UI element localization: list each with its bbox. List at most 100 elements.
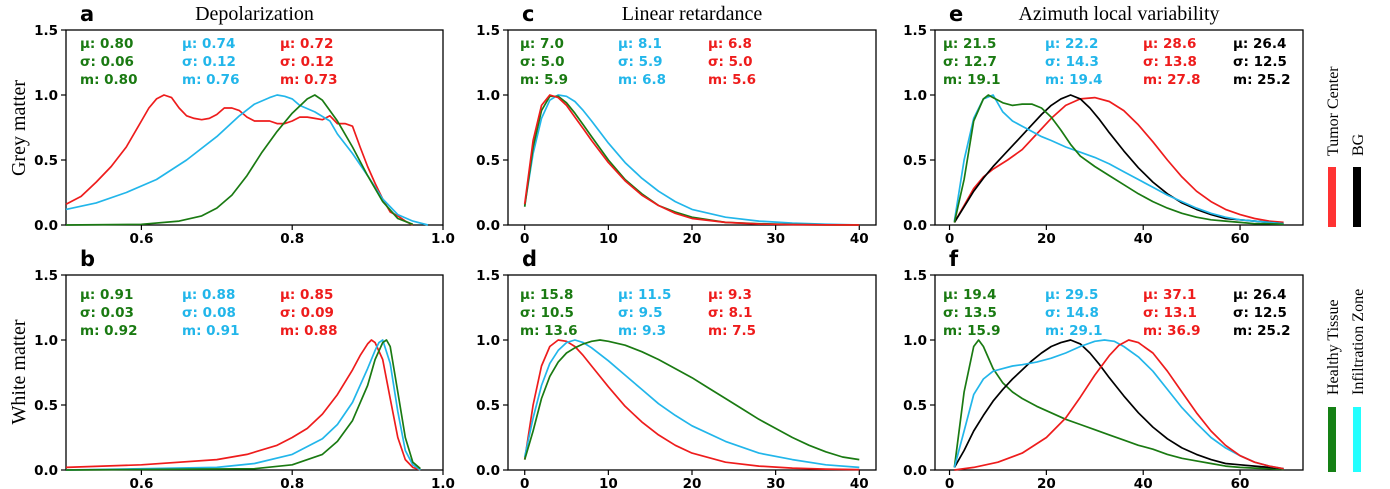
stat-mu-c-green: μ: 7.0 — [520, 36, 564, 52]
series-line-d-blue — [523, 339, 860, 469]
panel-letter-a: a — [80, 2, 94, 26]
stat-sigma-a-red: σ: 0.12 — [280, 54, 334, 70]
stat-sigma-e-green: σ: 12.7 — [943, 54, 997, 70]
xtick-label-c: 20 — [683, 231, 702, 247]
xtick-label-a: 1.0 — [431, 231, 455, 247]
stat-m-d-red: m: 7.5 — [708, 323, 756, 339]
stat-mu-b-green: μ: 0.91 — [80, 287, 133, 303]
series-line-b-red — [65, 339, 421, 471]
series-line-d-red — [523, 339, 860, 471]
ytick-label-f: 0.0 — [903, 463, 927, 479]
xtick-label-e: 20 — [1037, 231, 1056, 247]
ytick-label-c: 0.0 — [476, 218, 500, 234]
stat-sigma-d-blue: σ: 9.5 — [618, 305, 663, 321]
xtick-label-e: 40 — [1134, 231, 1153, 247]
xtick-label-d: 0 — [520, 476, 529, 489]
series-line-e-red — [953, 96, 1284, 224]
stat-mu-e-green: μ: 21.5 — [943, 36, 996, 52]
stat-m-f-red: m: 36.9 — [1143, 323, 1200, 339]
series-line-a-red — [65, 94, 414, 226]
legend-swatch-healthy-tissue — [1328, 407, 1336, 472]
xtick-label-c: 0 — [520, 231, 529, 247]
ytick-label-e: 1.0 — [903, 88, 927, 104]
xtick-label-d: 30 — [766, 476, 785, 489]
legend-swatch-infiltration-zone — [1353, 407, 1361, 472]
ytick-label-b: 0.5 — [34, 398, 58, 414]
stat-sigma-b-green: σ: 0.03 — [80, 305, 134, 321]
stat-sigma-c-blue: σ: 5.9 — [618, 54, 663, 70]
series-line-c-green — [523, 95, 860, 226]
panel-letter-c: c — [522, 2, 534, 26]
stat-m-c-red: m: 5.6 — [708, 72, 756, 88]
series-line-d-green — [523, 339, 860, 461]
legend-label-healthy-tissue: Healthy Tissue — [1325, 299, 1342, 395]
stat-mu-e-black: μ: 26.4 — [1233, 36, 1286, 52]
axes-frame-b — [65, 274, 444, 471]
xtick-label-c: 30 — [766, 231, 785, 247]
panel-letter-f: f — [949, 247, 959, 271]
ytick-label-d: 0.5 — [476, 398, 500, 414]
ytick-label-c: 0.5 — [476, 153, 500, 169]
stat-m-b-blue: m: 0.91 — [182, 323, 239, 339]
legend-swatch-tumor-center — [1328, 167, 1336, 227]
row-label-grey-matter: Grey matter — [8, 80, 30, 176]
ytick-label-f: 1.0 — [903, 333, 927, 349]
legend-swatch-bg — [1353, 167, 1361, 227]
panel-letter-b: b — [80, 247, 95, 271]
xtick-label-f: 60 — [1231, 476, 1250, 489]
xtick-label-a: 0.6 — [129, 231, 153, 247]
series-line-a-green — [65, 94, 414, 226]
xtick-label-d: 10 — [599, 476, 618, 489]
ytick-label-d: 0.0 — [476, 463, 500, 479]
stat-mu-c-red: μ: 6.8 — [708, 36, 752, 52]
stat-sigma-e-red: σ: 13.8 — [1143, 54, 1197, 70]
stat-mu-f-red: μ: 37.1 — [1143, 287, 1196, 303]
ytick-label-e: 0.5 — [903, 153, 927, 169]
xtick-label-d: 40 — [850, 476, 869, 489]
series-line-c-red — [523, 94, 860, 226]
stat-mu-c-blue: μ: 8.1 — [618, 36, 662, 52]
axes-frame-f — [934, 274, 1304, 471]
ytick-label-e: 1.5 — [903, 23, 927, 39]
legend-label-tumor-center: Tumor Center — [1325, 66, 1342, 156]
xtick-label-e: 0 — [945, 231, 954, 247]
ytick-label-d: 1.0 — [476, 333, 500, 349]
xtick-label-a: 0.8 — [280, 231, 304, 247]
legend-label-bg: BG — [1350, 133, 1367, 156]
stat-sigma-a-green: σ: 0.06 — [80, 54, 134, 70]
stat-mu-b-blue: μ: 0.88 — [182, 287, 235, 303]
panel-title-a: Depolarization — [195, 3, 314, 25]
stat-sigma-f-blue: σ: 14.8 — [1045, 305, 1099, 321]
stat-m-e-red: m: 27.8 — [1143, 72, 1200, 88]
stat-sigma-b-blue: σ: 0.08 — [182, 305, 236, 321]
ytick-label-c: 1.5 — [476, 23, 500, 39]
ytick-label-a: 0.0 — [34, 218, 58, 234]
ytick-label-d: 1.5 — [476, 268, 500, 284]
series-line-e-green — [953, 94, 1284, 226]
xtick-label-f: 0 — [945, 476, 954, 489]
stat-sigma-d-red: σ: 8.1 — [708, 305, 753, 321]
stat-mu-a-blue: μ: 0.74 — [182, 36, 235, 52]
stat-mu-a-green: μ: 0.80 — [80, 36, 133, 52]
stat-m-b-red: m: 0.88 — [280, 323, 337, 339]
xtick-label-b: 0.6 — [129, 476, 153, 489]
stat-mu-e-blue: μ: 22.2 — [1045, 36, 1098, 52]
stat-sigma-f-black: σ: 12.5 — [1233, 305, 1287, 321]
ytick-label-f: 1.5 — [903, 268, 927, 284]
series-line-e-black — [953, 94, 1284, 225]
xtick-label-f: 20 — [1037, 476, 1056, 489]
stat-m-c-green: m: 5.9 — [520, 72, 568, 88]
stat-mu-f-green: μ: 19.4 — [943, 287, 996, 303]
axes-frame-a — [65, 29, 444, 226]
series-line-f-blue — [953, 339, 1284, 470]
ytick-label-a: 0.5 — [34, 153, 58, 169]
ytick-label-a: 1.5 — [34, 23, 58, 39]
series-line-b-blue — [65, 339, 421, 471]
xtick-label-c: 10 — [599, 231, 618, 247]
stat-mu-d-red: μ: 9.3 — [708, 287, 752, 303]
stat-m-d-blue: m: 9.3 — [618, 323, 666, 339]
panel-title-c: Linear retardance — [622, 3, 763, 25]
series-line-b-green — [65, 339, 421, 471]
ytick-label-e: 0.0 — [903, 218, 927, 234]
